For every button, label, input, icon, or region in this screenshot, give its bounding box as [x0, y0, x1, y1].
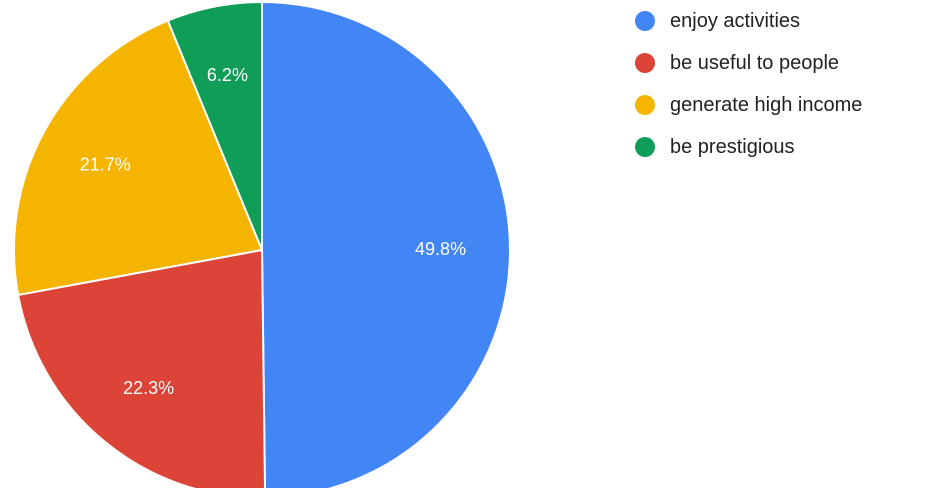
- legend-label-be-useful-to-people: be useful to people: [670, 52, 839, 74]
- legend-label-enjoy-activities: enjoy activities: [670, 10, 800, 32]
- slice-labels: 49.8% 22.3% 21.7% 6.2%: [80, 65, 466, 398]
- legend-label-be-prestigious: be prestigious: [670, 136, 795, 158]
- pie-slice-generate-high-income: [13, 19, 263, 296]
- legend: enjoy activities be useful to people gener…: [635, 10, 862, 158]
- pie-slice-be-prestigious: [166, 1, 263, 251]
- pie-slices: [13, 1, 511, 488]
- slice-label-generate-high-income: 21.7%: [80, 154, 131, 174]
- legend-marker-enjoy-activities: [635, 11, 655, 31]
- legend-label-generate-high-income: generate high income: [670, 94, 862, 116]
- legend-marker-generate-high-income: [635, 95, 655, 115]
- pie-slice-be-useful-to-people: [17, 249, 266, 488]
- slice-label-be-useful-to-people: 22.3%: [123, 378, 174, 398]
- slice-label-enjoy-activities: 49.8%: [415, 239, 466, 259]
- pie-slice-enjoy-activities: [261, 1, 511, 488]
- slice-label-be-prestigious: 6.2%: [207, 65, 248, 85]
- legend-marker-be-useful-to-people: [635, 53, 655, 73]
- legend-marker-be-prestigious: [635, 137, 655, 157]
